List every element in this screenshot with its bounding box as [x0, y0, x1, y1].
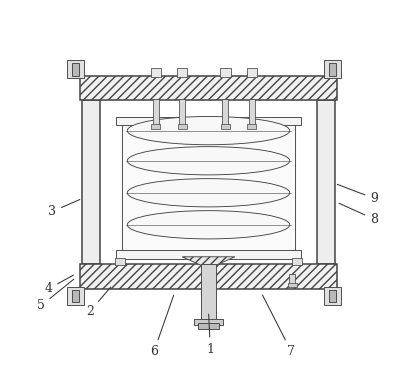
Bar — [153, 99, 159, 125]
Bar — [289, 274, 296, 285]
Bar — [177, 68, 187, 77]
Text: 6: 6 — [150, 295, 174, 358]
Bar — [288, 283, 296, 287]
Bar — [72, 290, 79, 302]
Ellipse shape — [127, 211, 290, 239]
Bar — [67, 60, 84, 78]
Bar — [120, 125, 297, 250]
Text: 7: 7 — [262, 295, 295, 358]
Bar — [198, 324, 219, 330]
Bar — [221, 124, 230, 129]
Text: 4: 4 — [45, 275, 73, 295]
Bar — [151, 124, 160, 129]
Bar — [249, 99, 255, 125]
Bar — [329, 290, 336, 302]
Bar — [246, 68, 257, 77]
Text: 5: 5 — [37, 279, 74, 312]
Bar — [82, 101, 100, 264]
Text: 8: 8 — [339, 203, 378, 226]
Polygon shape — [182, 257, 235, 265]
Bar — [80, 76, 337, 101]
Bar — [194, 319, 223, 325]
Ellipse shape — [127, 179, 290, 207]
Bar — [324, 287, 341, 305]
Bar — [324, 60, 341, 78]
Text: 9: 9 — [337, 184, 378, 205]
Bar — [329, 63, 336, 76]
Bar — [116, 257, 125, 265]
Bar — [220, 68, 231, 77]
Ellipse shape — [127, 147, 290, 175]
Bar — [151, 68, 161, 77]
Bar — [80, 264, 337, 289]
Bar — [116, 250, 301, 259]
Bar — [116, 117, 301, 125]
Bar — [201, 264, 216, 323]
Bar — [247, 124, 256, 129]
Bar — [222, 99, 229, 125]
Bar — [179, 99, 185, 125]
Bar — [178, 124, 187, 129]
Text: 2: 2 — [86, 287, 111, 318]
Text: 1: 1 — [206, 314, 214, 356]
Ellipse shape — [127, 116, 290, 145]
Bar — [317, 101, 335, 264]
Bar — [67, 287, 84, 305]
Bar — [292, 257, 301, 265]
Bar — [72, 63, 79, 76]
Text: 3: 3 — [48, 200, 80, 218]
